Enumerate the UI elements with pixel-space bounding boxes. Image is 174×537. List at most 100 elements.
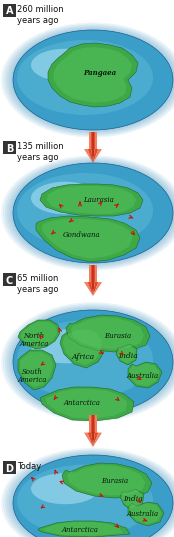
Ellipse shape — [31, 49, 99, 81]
Polygon shape — [91, 433, 95, 447]
Ellipse shape — [7, 159, 174, 267]
Ellipse shape — [9, 453, 174, 537]
Polygon shape — [128, 362, 162, 388]
Text: Pangaea: Pangaea — [84, 69, 117, 77]
Polygon shape — [95, 415, 97, 433]
Polygon shape — [94, 265, 95, 282]
Ellipse shape — [3, 303, 174, 420]
Ellipse shape — [3, 157, 174, 269]
Text: Eurasia: Eurasia — [104, 332, 132, 340]
Polygon shape — [89, 415, 91, 433]
Polygon shape — [92, 415, 94, 433]
Ellipse shape — [17, 321, 153, 398]
Text: India: India — [118, 352, 138, 360]
Polygon shape — [67, 465, 145, 496]
Polygon shape — [36, 216, 140, 262]
Ellipse shape — [7, 26, 174, 134]
Polygon shape — [89, 132, 91, 149]
Polygon shape — [116, 344, 137, 365]
Polygon shape — [128, 502, 164, 526]
FancyBboxPatch shape — [3, 141, 16, 154]
Polygon shape — [84, 433, 93, 447]
FancyBboxPatch shape — [3, 273, 16, 286]
Ellipse shape — [3, 24, 174, 136]
Ellipse shape — [17, 173, 153, 248]
Ellipse shape — [13, 30, 173, 130]
Polygon shape — [62, 463, 152, 498]
Polygon shape — [18, 320, 60, 349]
Polygon shape — [93, 433, 98, 447]
Ellipse shape — [1, 156, 174, 271]
Polygon shape — [66, 315, 150, 352]
Polygon shape — [54, 47, 132, 103]
Polygon shape — [60, 327, 105, 368]
Polygon shape — [46, 186, 136, 214]
Ellipse shape — [5, 158, 174, 268]
Text: Africa: Africa — [72, 353, 94, 361]
Polygon shape — [88, 149, 93, 163]
Ellipse shape — [7, 452, 174, 537]
Text: Australia: Australia — [127, 510, 159, 518]
Ellipse shape — [17, 40, 153, 115]
Ellipse shape — [5, 305, 174, 419]
Ellipse shape — [31, 182, 99, 214]
Text: B: B — [6, 143, 13, 154]
Polygon shape — [117, 345, 136, 364]
Polygon shape — [84, 282, 93, 296]
Text: India: India — [123, 495, 143, 503]
Polygon shape — [21, 322, 57, 347]
Text: D: D — [6, 463, 14, 474]
Polygon shape — [93, 149, 98, 163]
Polygon shape — [42, 219, 133, 258]
Polygon shape — [91, 132, 92, 149]
Polygon shape — [94, 415, 95, 433]
Polygon shape — [40, 387, 134, 421]
Polygon shape — [91, 415, 92, 433]
Polygon shape — [121, 490, 142, 509]
Text: Antarctica: Antarctica — [64, 399, 100, 407]
Ellipse shape — [13, 310, 173, 414]
Polygon shape — [38, 521, 130, 537]
Polygon shape — [92, 132, 94, 149]
Text: 260 million
years ago: 260 million years ago — [17, 5, 64, 25]
Polygon shape — [120, 489, 144, 510]
Polygon shape — [84, 149, 93, 163]
Polygon shape — [91, 149, 95, 163]
Polygon shape — [43, 522, 123, 536]
Text: North
America: North America — [19, 332, 49, 349]
Polygon shape — [93, 282, 102, 296]
Text: Laurasia: Laurasia — [83, 196, 113, 204]
Polygon shape — [89, 265, 91, 282]
Polygon shape — [95, 265, 97, 282]
Ellipse shape — [17, 465, 153, 536]
Polygon shape — [18, 350, 56, 390]
Text: Australia: Australia — [127, 372, 159, 380]
Polygon shape — [20, 352, 53, 387]
Text: Eurasia: Eurasia — [101, 477, 129, 485]
FancyBboxPatch shape — [3, 461, 16, 474]
FancyBboxPatch shape — [3, 4, 16, 17]
Polygon shape — [71, 317, 144, 350]
Polygon shape — [130, 503, 161, 524]
Polygon shape — [93, 149, 102, 163]
Polygon shape — [88, 282, 93, 296]
Text: South
America: South America — [17, 368, 47, 384]
Ellipse shape — [11, 309, 174, 415]
Ellipse shape — [31, 330, 99, 364]
Ellipse shape — [13, 163, 173, 263]
Text: C: C — [6, 275, 13, 286]
Polygon shape — [92, 265, 94, 282]
Text: 135 million
years ago: 135 million years ago — [17, 142, 64, 162]
Polygon shape — [46, 389, 127, 418]
Polygon shape — [93, 433, 102, 447]
Ellipse shape — [9, 161, 174, 265]
Polygon shape — [130, 364, 159, 386]
Polygon shape — [93, 282, 98, 296]
Ellipse shape — [3, 449, 174, 537]
Ellipse shape — [1, 302, 174, 422]
Ellipse shape — [9, 27, 174, 133]
Ellipse shape — [5, 450, 174, 537]
Ellipse shape — [9, 307, 174, 417]
Text: Gondwana: Gondwana — [63, 231, 101, 239]
Polygon shape — [63, 329, 102, 365]
